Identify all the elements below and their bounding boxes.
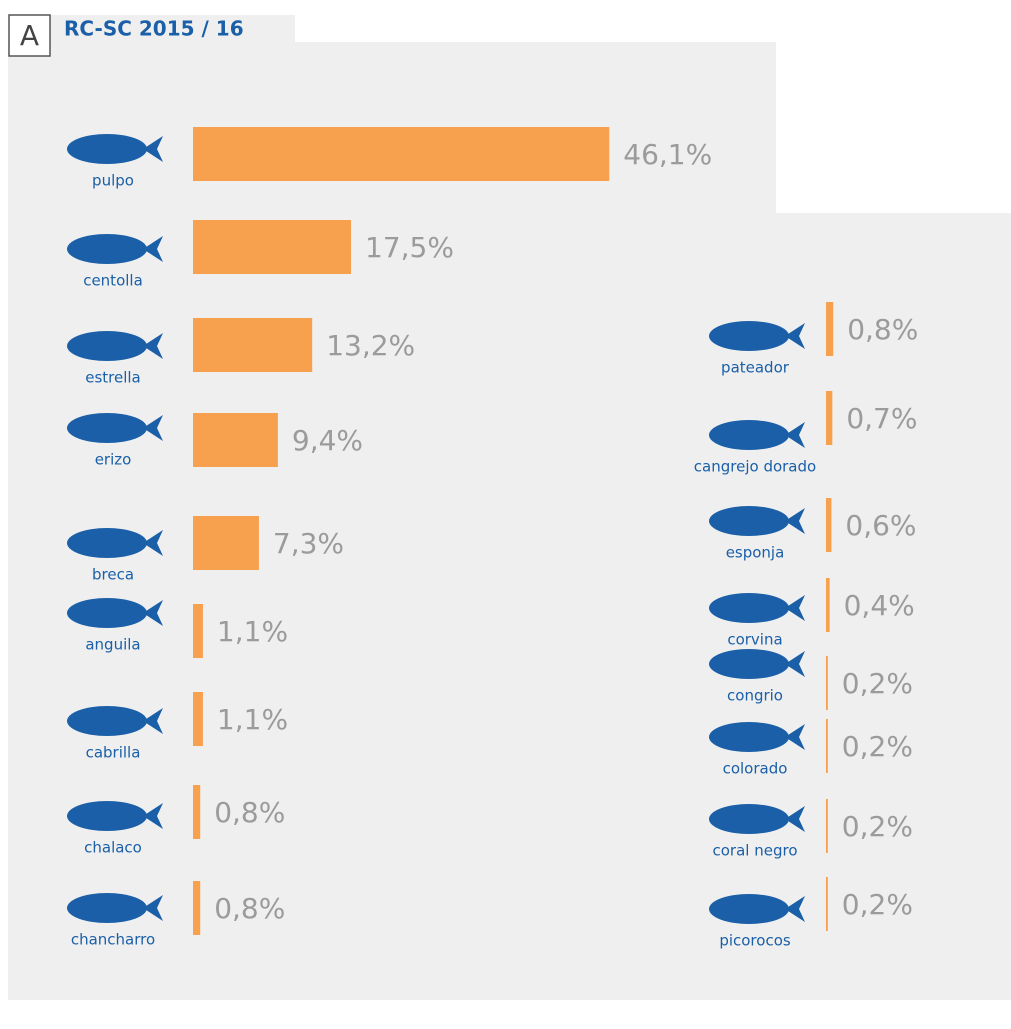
bar	[826, 799, 828, 853]
category-label: erizo	[95, 451, 132, 469]
icon	[67, 801, 147, 831]
value-label: 13,2%	[326, 329, 415, 362]
value-label: 0,8%	[214, 796, 285, 829]
bar	[826, 877, 828, 931]
value-label: 0,2%	[842, 888, 913, 921]
category-label: coral negro	[713, 842, 798, 860]
chart-title: RC-SC 2015 / 16	[64, 17, 244, 41]
icon	[709, 420, 789, 450]
bar	[193, 785, 200, 839]
icon	[709, 321, 789, 351]
value-label: 17,5%	[365, 231, 454, 264]
bar	[193, 881, 200, 935]
icon	[67, 413, 147, 443]
category-label: chalaco	[84, 839, 142, 857]
value-label: 0,8%	[847, 313, 918, 346]
category-label: chancharro	[71, 931, 155, 949]
value-label: 7,3%	[273, 527, 344, 560]
bar	[193, 127, 609, 181]
category-label: esponja	[726, 544, 785, 562]
category-label: pateador	[721, 359, 790, 377]
bar	[826, 656, 828, 710]
bar	[193, 516, 259, 570]
icon	[67, 893, 147, 923]
icon	[709, 506, 789, 536]
category-label: pulpo	[92, 172, 134, 190]
bar	[193, 692, 203, 746]
value-label: 9,4%	[292, 424, 363, 457]
bar	[826, 302, 833, 356]
icon	[709, 894, 789, 924]
value-label: 1,1%	[217, 615, 288, 648]
icon	[709, 804, 789, 834]
value-label: 46,1%	[623, 138, 712, 171]
value-label: 0,8%	[214, 892, 285, 925]
value-label: 0,6%	[845, 509, 916, 542]
value-label: 0,4%	[844, 589, 915, 622]
icon	[67, 331, 147, 361]
category-label: centolla	[83, 272, 143, 290]
bar	[826, 719, 828, 773]
value-label: 0,2%	[842, 667, 913, 700]
bar	[193, 413, 278, 467]
icon	[67, 234, 147, 264]
icon	[67, 528, 147, 558]
bar	[826, 391, 832, 445]
bar	[826, 578, 830, 632]
bar	[193, 604, 203, 658]
value-label: 0,7%	[846, 402, 917, 435]
value-label: 1,1%	[217, 703, 288, 736]
bar	[193, 318, 312, 372]
icon	[709, 649, 789, 679]
value-label: 0,2%	[842, 730, 913, 763]
category-label: estrella	[85, 369, 141, 387]
category-label: cabrilla	[86, 744, 141, 762]
panel-label: A	[20, 19, 39, 52]
icon	[709, 722, 789, 752]
category-label: congrio	[727, 687, 783, 705]
category-label: cangrejo dorado	[694, 458, 816, 476]
category-label: corvina	[727, 631, 782, 649]
category-label: anguila	[85, 636, 140, 654]
bar	[193, 220, 351, 274]
category-label: breca	[92, 566, 134, 584]
icon	[67, 134, 147, 164]
bar	[826, 498, 831, 552]
category-label: picorocos	[719, 932, 791, 950]
icon	[67, 598, 147, 628]
icon	[67, 706, 147, 736]
chart: A RC-SC 2015 / 16 46,1% pulpo 17,5% centoll…	[0, 0, 1011, 1029]
icon	[709, 593, 789, 623]
value-label: 0,2%	[842, 810, 913, 843]
category-label: colorado	[723, 760, 788, 778]
